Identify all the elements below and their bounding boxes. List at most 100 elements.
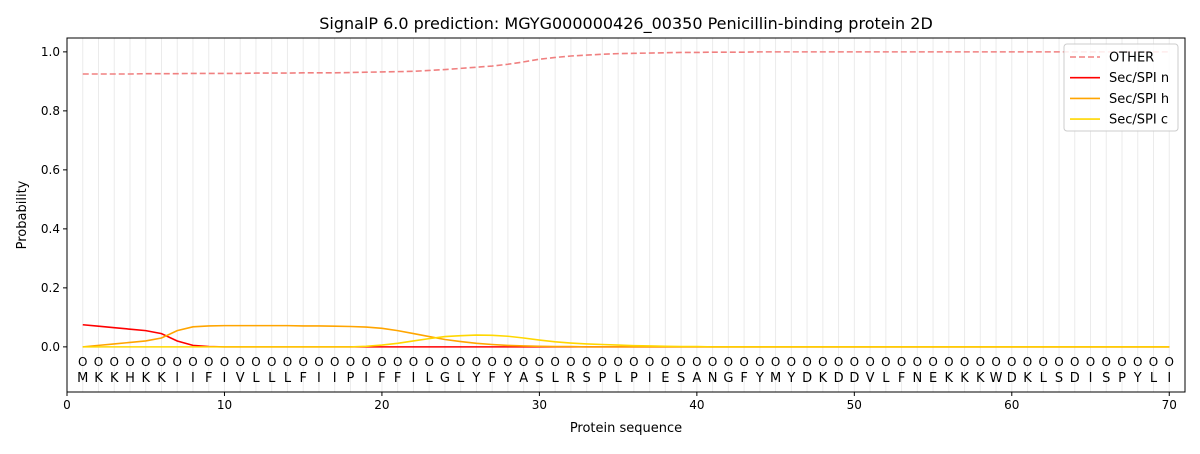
- y-tick-label: 0.0: [41, 340, 60, 354]
- region-label: O: [1070, 355, 1079, 369]
- residue-label: S: [1055, 371, 1063, 386]
- residue-label: K: [945, 371, 954, 386]
- y-axis-label: Probability: [15, 180, 30, 249]
- series-line-sec-spi-h: [82, 324, 1170, 348]
- legend-label: Sec/SPI n: [1109, 71, 1169, 86]
- region-label: O: [1149, 355, 1158, 369]
- region-label: O: [755, 355, 764, 369]
- region-label: O: [850, 355, 859, 369]
- region-label: O: [1039, 355, 1048, 369]
- region-label: O: [582, 355, 591, 369]
- region-label: O: [283, 355, 292, 369]
- region-label: O: [1086, 355, 1095, 369]
- residue-label: F: [378, 371, 385, 386]
- region-label: O: [881, 355, 890, 369]
- series-line-other: [82, 51, 1170, 75]
- region-label: O: [944, 355, 953, 369]
- region-label: O: [771, 355, 780, 369]
- x-tick-label: 10: [217, 398, 232, 412]
- residue-label: W: [990, 371, 1003, 386]
- plot-frame: [66, 37, 1186, 393]
- series-line-sec-spi-c: [82, 334, 1170, 348]
- region-label: O: [976, 355, 985, 369]
- residue-label: L: [426, 371, 434, 386]
- residue-label: L: [1040, 371, 1048, 386]
- residue-label: L: [268, 371, 276, 386]
- region-label: O: [409, 355, 418, 369]
- residue-label: Y: [503, 371, 512, 386]
- residue-label: I: [223, 371, 227, 386]
- x-tick-label: 30: [532, 398, 547, 412]
- region-label: O: [960, 355, 969, 369]
- residue-label: Y: [786, 371, 795, 386]
- region-label: O: [188, 355, 197, 369]
- residue-label: N: [708, 371, 718, 386]
- region-label: O: [629, 355, 638, 369]
- residue-label: L: [1150, 371, 1158, 386]
- series-line-sec-spi-n: [82, 323, 1170, 348]
- region-label: O: [787, 355, 796, 369]
- residue-label: S: [535, 371, 543, 386]
- region-label: O: [708, 355, 717, 369]
- region-label: O: [991, 355, 1000, 369]
- residue-label: L: [284, 371, 292, 386]
- legend-label: OTHER: [1109, 51, 1154, 66]
- y-tick-label: 0.4: [41, 222, 60, 236]
- region-label: O: [1102, 355, 1111, 369]
- region-label: O: [1117, 355, 1126, 369]
- residue-label: D: [834, 371, 844, 386]
- region-label: O: [314, 355, 323, 369]
- region-label: O: [818, 355, 827, 369]
- residue-label: F: [488, 371, 495, 386]
- region-label: O: [440, 355, 449, 369]
- region-label: O: [661, 355, 670, 369]
- residue-label: F: [205, 371, 212, 386]
- legend-label: Sec/SPI c: [1109, 113, 1168, 128]
- x-tick-label: 20: [374, 398, 389, 412]
- region-label: O: [346, 355, 355, 369]
- residue-label: K: [141, 371, 150, 386]
- residue-label: I: [175, 371, 179, 386]
- residue-label: G: [440, 371, 450, 386]
- y-tick-label: 0.6: [41, 163, 60, 177]
- region-label: O: [566, 355, 575, 369]
- y-tick-label: 0.8: [41, 104, 60, 118]
- residue-label: K: [960, 371, 969, 386]
- residue-label: P: [347, 371, 355, 386]
- region-label: O: [913, 355, 922, 369]
- residue-label: D: [1070, 371, 1080, 386]
- region-label: O: [865, 355, 874, 369]
- region-label: O: [519, 355, 528, 369]
- legend-box: [1063, 43, 1179, 132]
- region-label: O: [424, 355, 433, 369]
- x-tick-label: 50: [847, 398, 862, 412]
- region-label: O: [1165, 355, 1174, 369]
- region-label: O: [724, 355, 733, 369]
- residue-label: F: [898, 371, 905, 386]
- region-label: O: [472, 355, 481, 369]
- residue-label: A: [519, 371, 528, 386]
- residue-label: K: [157, 371, 166, 386]
- region-label: O: [125, 355, 134, 369]
- residue-label: E: [929, 371, 937, 386]
- residue-label: L: [252, 371, 260, 386]
- residue-label: F: [740, 371, 747, 386]
- residue-label: Y: [1133, 371, 1142, 386]
- residue-label: V: [866, 371, 875, 386]
- region-label: O: [1054, 355, 1063, 369]
- residue-label: L: [615, 371, 623, 386]
- region-label: O: [172, 355, 181, 369]
- residue-label: K: [976, 371, 985, 386]
- region-label: O: [456, 355, 465, 369]
- residue-label: P: [598, 371, 606, 386]
- region-label: O: [487, 355, 496, 369]
- residue-label: A: [692, 371, 701, 386]
- region-label: O: [393, 355, 402, 369]
- residue-label: I: [648, 371, 652, 386]
- residue-label: I: [364, 371, 368, 386]
- region-label: O: [377, 355, 386, 369]
- region-label: O: [141, 355, 150, 369]
- x-tick-label: 70: [1162, 398, 1177, 412]
